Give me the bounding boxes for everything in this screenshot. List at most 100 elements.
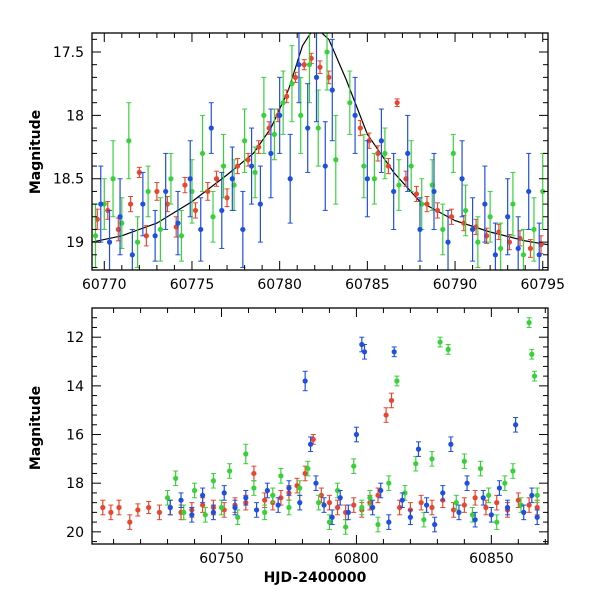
- data-point: [515, 497, 521, 503]
- data-point: [145, 188, 151, 195]
- y-tick-label: 17.5: [53, 45, 84, 61]
- data-point: [337, 495, 343, 501]
- data-point: [353, 431, 360, 438]
- y-tick-label: 12: [66, 330, 84, 346]
- data-point: [313, 480, 319, 486]
- data-point: [417, 226, 423, 233]
- data-point: [143, 233, 149, 239]
- data-point: [127, 201, 134, 207]
- data-point: [347, 100, 353, 106]
- bottom-axes: 60750 60800 60850 12 14 16 18 20: [66, 307, 549, 567]
- data-point: [361, 163, 367, 169]
- data-point: [461, 502, 467, 508]
- data-point: [367, 495, 373, 501]
- data-point: [386, 519, 392, 525]
- data-point: [461, 458, 467, 464]
- data-point: [486, 492, 492, 498]
- data-point: [268, 150, 274, 157]
- data-point: [357, 125, 363, 131]
- data-point: [154, 188, 160, 195]
- data-point: [375, 492, 381, 498]
- y-tick-label: 19: [66, 235, 84, 251]
- data-point: [529, 492, 535, 498]
- data-point: [477, 465, 484, 472]
- data-point: [301, 62, 307, 68]
- data-point: [437, 339, 443, 345]
- data-point: [249, 163, 255, 169]
- data-point: [333, 157, 339, 163]
- data-point: [192, 207, 199, 214]
- data-point: [413, 461, 419, 467]
- top-axes: 60770 60775 60780 60785 60790 60795 17.5 18 18.5…: [53, 32, 565, 293]
- data-point: [364, 176, 370, 182]
- y-tick-label: 16: [66, 428, 84, 444]
- data-point: [531, 226, 537, 233]
- data-point: [462, 207, 469, 214]
- data-point: [391, 188, 397, 195]
- data-point: [429, 504, 435, 511]
- data-point: [256, 144, 262, 150]
- data-point: [434, 207, 441, 214]
- data-point: [135, 239, 141, 245]
- data-point: [352, 112, 358, 118]
- data-point: [110, 176, 116, 182]
- data-point: [157, 226, 163, 233]
- data-point: [469, 226, 476, 233]
- data-point: [243, 451, 249, 457]
- data-point: [361, 349, 368, 355]
- data-point: [199, 150, 206, 157]
- data-point: [198, 226, 204, 233]
- data-point: [370, 504, 376, 511]
- data-point: [345, 509, 351, 515]
- data-point: [322, 163, 328, 169]
- data-point: [321, 502, 327, 508]
- top-series-2: [98, 33, 542, 270]
- data-point: [456, 509, 462, 515]
- data-point: [275, 502, 281, 508]
- data-point: [253, 507, 260, 513]
- data-point: [510, 468, 516, 474]
- data-point: [375, 521, 381, 528]
- data-point: [450, 150, 456, 157]
- data-point: [529, 351, 535, 357]
- data-point: [280, 100, 286, 106]
- data-point: [277, 112, 283, 118]
- data-point: [175, 220, 181, 226]
- data-point: [257, 201, 263, 207]
- data-point: [418, 500, 424, 506]
- data-point: [391, 349, 397, 355]
- data-point: [146, 504, 152, 511]
- data-point: [219, 207, 225, 214]
- data-point: [488, 512, 494, 518]
- data-point: [510, 201, 516, 207]
- data-point: [200, 502, 206, 508]
- x-tick-label: 60750: [199, 551, 244, 567]
- data-point: [262, 509, 268, 515]
- data-point: [394, 378, 400, 384]
- data-point: [126, 138, 132, 144]
- data-point: [136, 169, 142, 176]
- data-point: [423, 502, 430, 508]
- data-point: [292, 74, 299, 80]
- data-point: [432, 521, 438, 528]
- data-point: [182, 182, 188, 188]
- data-point: [210, 478, 217, 484]
- data-point: [241, 138, 248, 144]
- data-point: [167, 504, 173, 511]
- data-point: [245, 157, 251, 163]
- data-point: [431, 188, 437, 195]
- data-point: [496, 485, 503, 491]
- data-point: [227, 468, 233, 474]
- data-point: [173, 475, 179, 481]
- data-point: [270, 492, 276, 498]
- data-point: [399, 497, 405, 503]
- data-point: [234, 163, 241, 169]
- data-point: [117, 214, 123, 220]
- data-point: [492, 252, 498, 258]
- data-point: [326, 500, 333, 506]
- data-point: [382, 150, 388, 157]
- x-tick-label: 60780: [257, 277, 302, 293]
- top-data-marks: [92, 33, 548, 270]
- data-point: [278, 495, 284, 501]
